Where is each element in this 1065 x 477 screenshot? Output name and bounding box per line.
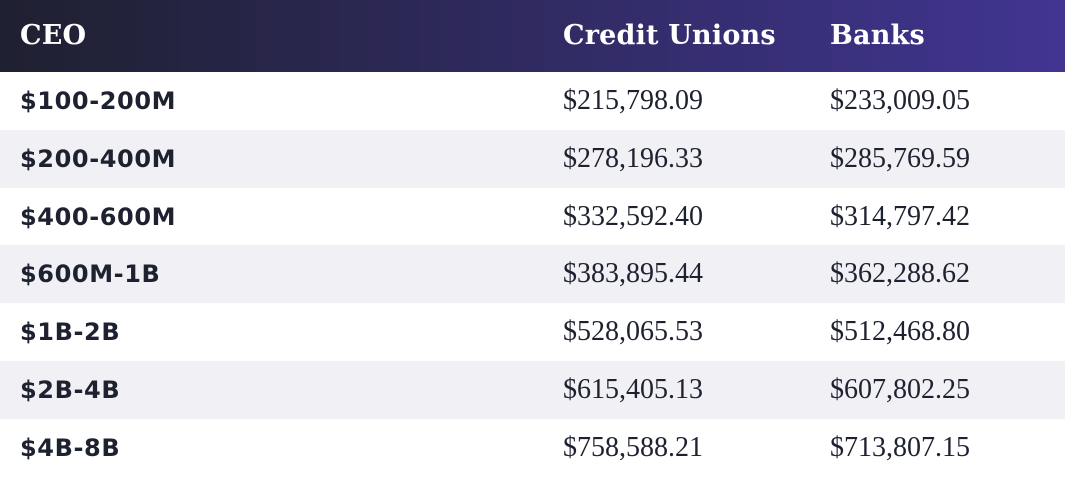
header-ceo: CEO [20, 20, 87, 52]
credit-unions-value: $215,798.09 [563, 84, 703, 116]
credit-unions-value: $332,592.40 [563, 200, 703, 232]
table-header: CEO Credit Unions Banks [0, 0, 1065, 72]
row-label: $400-600M [20, 202, 177, 231]
row-label: $2B-4B [20, 376, 121, 405]
banks-value: $285,769.59 [830, 142, 970, 174]
credit-unions-value: $758,588.21 [563, 432, 703, 464]
banks-value: $362,288.62 [830, 258, 970, 290]
table-row: $2B-4B $615,405.13 $607,802.25 [0, 361, 1065, 420]
credit-unions-value: $383,895.44 [563, 258, 703, 290]
table-row: $4B-8B $758,588.21 $713,807.15 [0, 419, 1065, 477]
row-label: $200-400M [20, 144, 177, 173]
credit-unions-value: $615,405.13 [563, 374, 703, 406]
banks-value: $233,009.05 [830, 84, 970, 116]
row-label: $600M-1B [20, 260, 161, 289]
table-row: $100-200M $215,798.09 $233,009.05 [0, 71, 1065, 130]
table-row: $600M-1B $383,895.44 $362,288.62 [0, 245, 1065, 304]
table-row: $400-600M $332,592.40 $314,797.42 [0, 187, 1065, 246]
credit-unions-value: $278,196.33 [563, 142, 703, 174]
banks-value: $314,797.42 [830, 200, 970, 232]
table-row: $1B-2B $528,065.53 $512,468.80 [0, 303, 1065, 362]
row-label: $100-200M [20, 86, 177, 115]
row-label: $1B-2B [20, 318, 121, 347]
credit-unions-value: $528,065.53 [563, 316, 703, 348]
banks-value: $512,468.80 [830, 316, 970, 348]
row-label: $4B-8B [20, 434, 121, 463]
header-credit-unions: Credit Unions [563, 20, 776, 52]
banks-value: $607,802.25 [830, 374, 970, 406]
banks-value: $713,807.15 [830, 432, 970, 464]
table-row: $200-400M $278,196.33 $285,769.59 [0, 129, 1065, 188]
header-banks: Banks [830, 20, 925, 52]
